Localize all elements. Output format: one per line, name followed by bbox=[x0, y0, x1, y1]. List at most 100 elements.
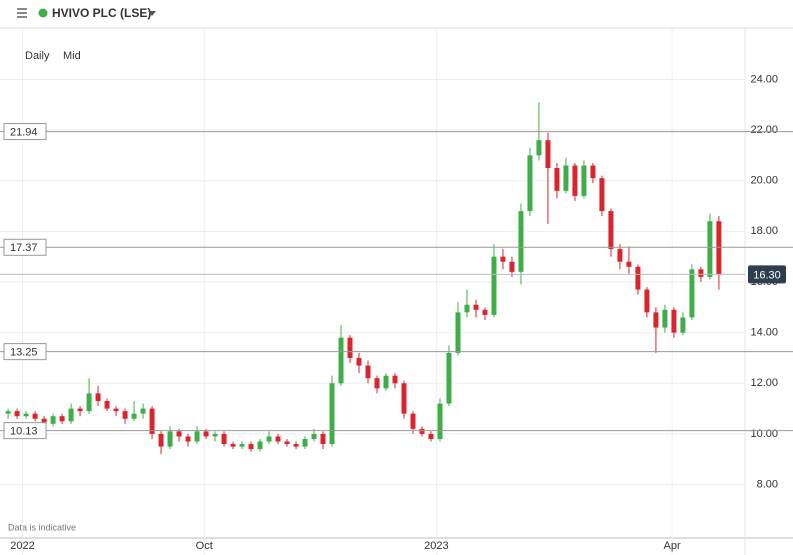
candle-body bbox=[14, 411, 20, 417]
candle-body bbox=[563, 165, 569, 191]
level-label: 13.25 bbox=[10, 347, 38, 359]
y-tick-label: 14.00 bbox=[750, 327, 778, 339]
candle-body bbox=[671, 309, 677, 333]
candle-body bbox=[32, 413, 38, 419]
candle-body bbox=[257, 441, 263, 450]
candle-body bbox=[374, 378, 380, 389]
candle-body bbox=[248, 444, 254, 450]
last-price-label: 16.30 bbox=[753, 269, 781, 281]
x-tick-label: 2023 bbox=[424, 540, 448, 552]
candle-body bbox=[455, 312, 461, 353]
candle-body bbox=[86, 393, 92, 412]
price-type[interactable]: Mid bbox=[63, 50, 81, 62]
candle-body bbox=[230, 444, 236, 447]
menu-icon[interactable] bbox=[17, 8, 27, 18]
candle-body bbox=[356, 357, 362, 366]
candle-body bbox=[383, 375, 389, 389]
candle-body bbox=[347, 337, 353, 358]
candle-body bbox=[239, 444, 245, 447]
y-tick-label: 22.00 bbox=[750, 124, 778, 136]
grid bbox=[0, 28, 745, 555]
instrument-title[interactable]: HVIVO PLC (LSE) bbox=[52, 6, 151, 20]
candle-body bbox=[662, 309, 668, 328]
level-label-box bbox=[3, 123, 47, 141]
x-tick-label: 2022 bbox=[10, 540, 34, 552]
toolbar bbox=[0, 0, 793, 28]
candle-body bbox=[428, 433, 434, 439]
candle-body bbox=[365, 365, 371, 379]
candle-body bbox=[608, 211, 614, 250]
candle-body bbox=[536, 140, 542, 156]
candle-body bbox=[59, 416, 65, 422]
candle-body bbox=[140, 408, 146, 414]
level-label: 10.13 bbox=[10, 426, 38, 438]
y-tick-label: 10.00 bbox=[750, 428, 778, 440]
candle-body bbox=[626, 261, 632, 267]
candle-body bbox=[320, 433, 326, 445]
interval[interactable]: Daily bbox=[25, 50, 50, 62]
y-tick-label: 8.00 bbox=[757, 478, 778, 490]
candle-body bbox=[284, 441, 290, 445]
candle-body bbox=[518, 211, 524, 272]
level-label: 17.37 bbox=[10, 242, 38, 254]
level-label-box bbox=[3, 238, 47, 256]
candle-body bbox=[212, 433, 218, 437]
candle-body bbox=[707, 221, 713, 277]
candle-body bbox=[509, 261, 515, 272]
level-label: 21.94 bbox=[10, 126, 38, 138]
candle-body bbox=[113, 408, 119, 412]
candle-body bbox=[41, 418, 47, 424]
candle-body bbox=[590, 165, 596, 179]
candle-body bbox=[149, 408, 155, 434]
candle-body bbox=[221, 433, 227, 445]
candle-body bbox=[50, 416, 56, 424]
candle-body bbox=[302, 438, 308, 447]
last-price-box bbox=[748, 265, 786, 284]
candle-body bbox=[581, 165, 587, 196]
candle-body bbox=[410, 413, 416, 429]
candle-body bbox=[491, 256, 497, 315]
status-dot bbox=[38, 8, 48, 18]
candle-body bbox=[464, 304, 470, 313]
candle-body bbox=[68, 408, 74, 422]
candle-body bbox=[554, 168, 560, 191]
candle-body bbox=[716, 221, 722, 275]
candle-body bbox=[104, 401, 110, 409]
x-tick-label: Apr bbox=[664, 540, 681, 552]
level-label-box bbox=[3, 343, 47, 361]
candle-body bbox=[419, 428, 425, 434]
candle-body bbox=[77, 408, 83, 412]
y-tick-label: 12.00 bbox=[750, 377, 778, 389]
note: Data is indicative bbox=[8, 522, 76, 532]
candle-body bbox=[176, 431, 182, 437]
dropdown-arrow[interactable] bbox=[148, 11, 156, 16]
y-tick-label: 20.00 bbox=[750, 175, 778, 187]
candle-body bbox=[293, 444, 299, 447]
y-tick-label: 24.00 bbox=[750, 73, 778, 85]
candle-body bbox=[5, 411, 11, 414]
candle-body bbox=[473, 304, 479, 310]
candle-body bbox=[644, 289, 650, 313]
candle-body bbox=[311, 433, 317, 439]
candle-body bbox=[680, 317, 686, 333]
candle-body bbox=[95, 393, 101, 402]
candle-body bbox=[167, 431, 173, 447]
candle-body bbox=[635, 266, 641, 290]
candle-body bbox=[653, 312, 659, 328]
candle-body bbox=[329, 383, 335, 445]
candle-body bbox=[698, 269, 704, 277]
candle-body bbox=[617, 249, 623, 262]
candle-body bbox=[194, 431, 200, 442]
candle-body bbox=[122, 411, 128, 419]
candle-body bbox=[599, 178, 605, 212]
candle-body bbox=[437, 403, 443, 439]
candle-body bbox=[158, 433, 164, 447]
candle-body bbox=[338, 337, 344, 384]
candle-body bbox=[482, 309, 488, 315]
candle-body bbox=[572, 165, 578, 196]
y-tick-label: 18.00 bbox=[750, 225, 778, 237]
candle-body bbox=[131, 413, 137, 419]
candle-body bbox=[23, 413, 29, 417]
